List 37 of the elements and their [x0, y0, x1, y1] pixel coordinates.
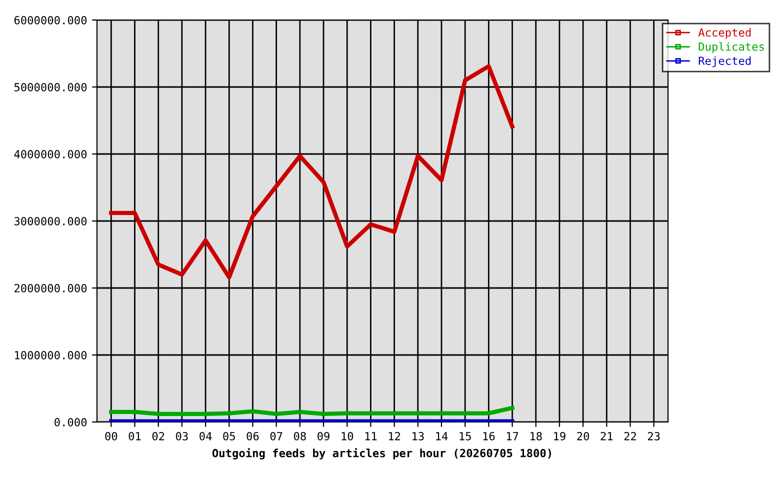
x-tick-label: 09: [318, 432, 330, 440]
x-tick-label: 13: [412, 432, 424, 440]
x-tick-label: 04: [200, 432, 212, 440]
x-tick-label: 07: [270, 432, 282, 440]
x-tick-label: 02: [152, 432, 164, 440]
x-tick-label: 17: [506, 432, 518, 440]
x-tick-label: 12: [388, 432, 400, 440]
x-tick-label: 06: [246, 432, 259, 440]
x-tick-label: 18: [530, 432, 542, 440]
y-tick-label: 1000000.000: [15, 351, 87, 360]
x-tick-label: 08: [294, 432, 306, 440]
x-tick-label: 11: [365, 432, 377, 440]
y-tick-label: 0.000: [54, 418, 87, 426]
x-tick-label: 20: [577, 432, 590, 440]
line-series: [109, 64, 514, 280]
x-tick-label: 16: [483, 432, 495, 440]
x-tick-label: 23: [648, 432, 660, 440]
y-tick-label: 6000000.000: [14, 16, 87, 24]
x-tick-label: 01: [128, 432, 141, 440]
legend-label: Rejected: [698, 56, 751, 68]
x-tick-label: 10: [342, 432, 354, 440]
line-series: [109, 406, 514, 416]
x-tick-label: 00: [105, 432, 118, 440]
x-tick-label: 15: [460, 432, 471, 440]
x-tick-label: 14: [436, 432, 448, 440]
legend-label: Duplicates: [698, 42, 764, 53]
x-axis-title: Outgoing feeds by articles per hour (20260705 1800): [212, 448, 552, 460]
y-tick-label: 2000000.000: [14, 284, 87, 292]
y-tick-label: 3000000.000: [14, 217, 87, 226]
legend-label: Accepted: [698, 28, 751, 39]
x-tick-label: 21: [600, 432, 613, 440]
x-tick-label: 05: [223, 432, 235, 440]
y-tick-label: 5000000.000: [14, 83, 87, 92]
x-tick-label: 19: [554, 432, 566, 440]
y-tick-label: 4000000.000: [14, 150, 87, 158]
x-tick-label: 22: [624, 432, 636, 440]
x-tick-label: 03: [176, 432, 188, 440]
